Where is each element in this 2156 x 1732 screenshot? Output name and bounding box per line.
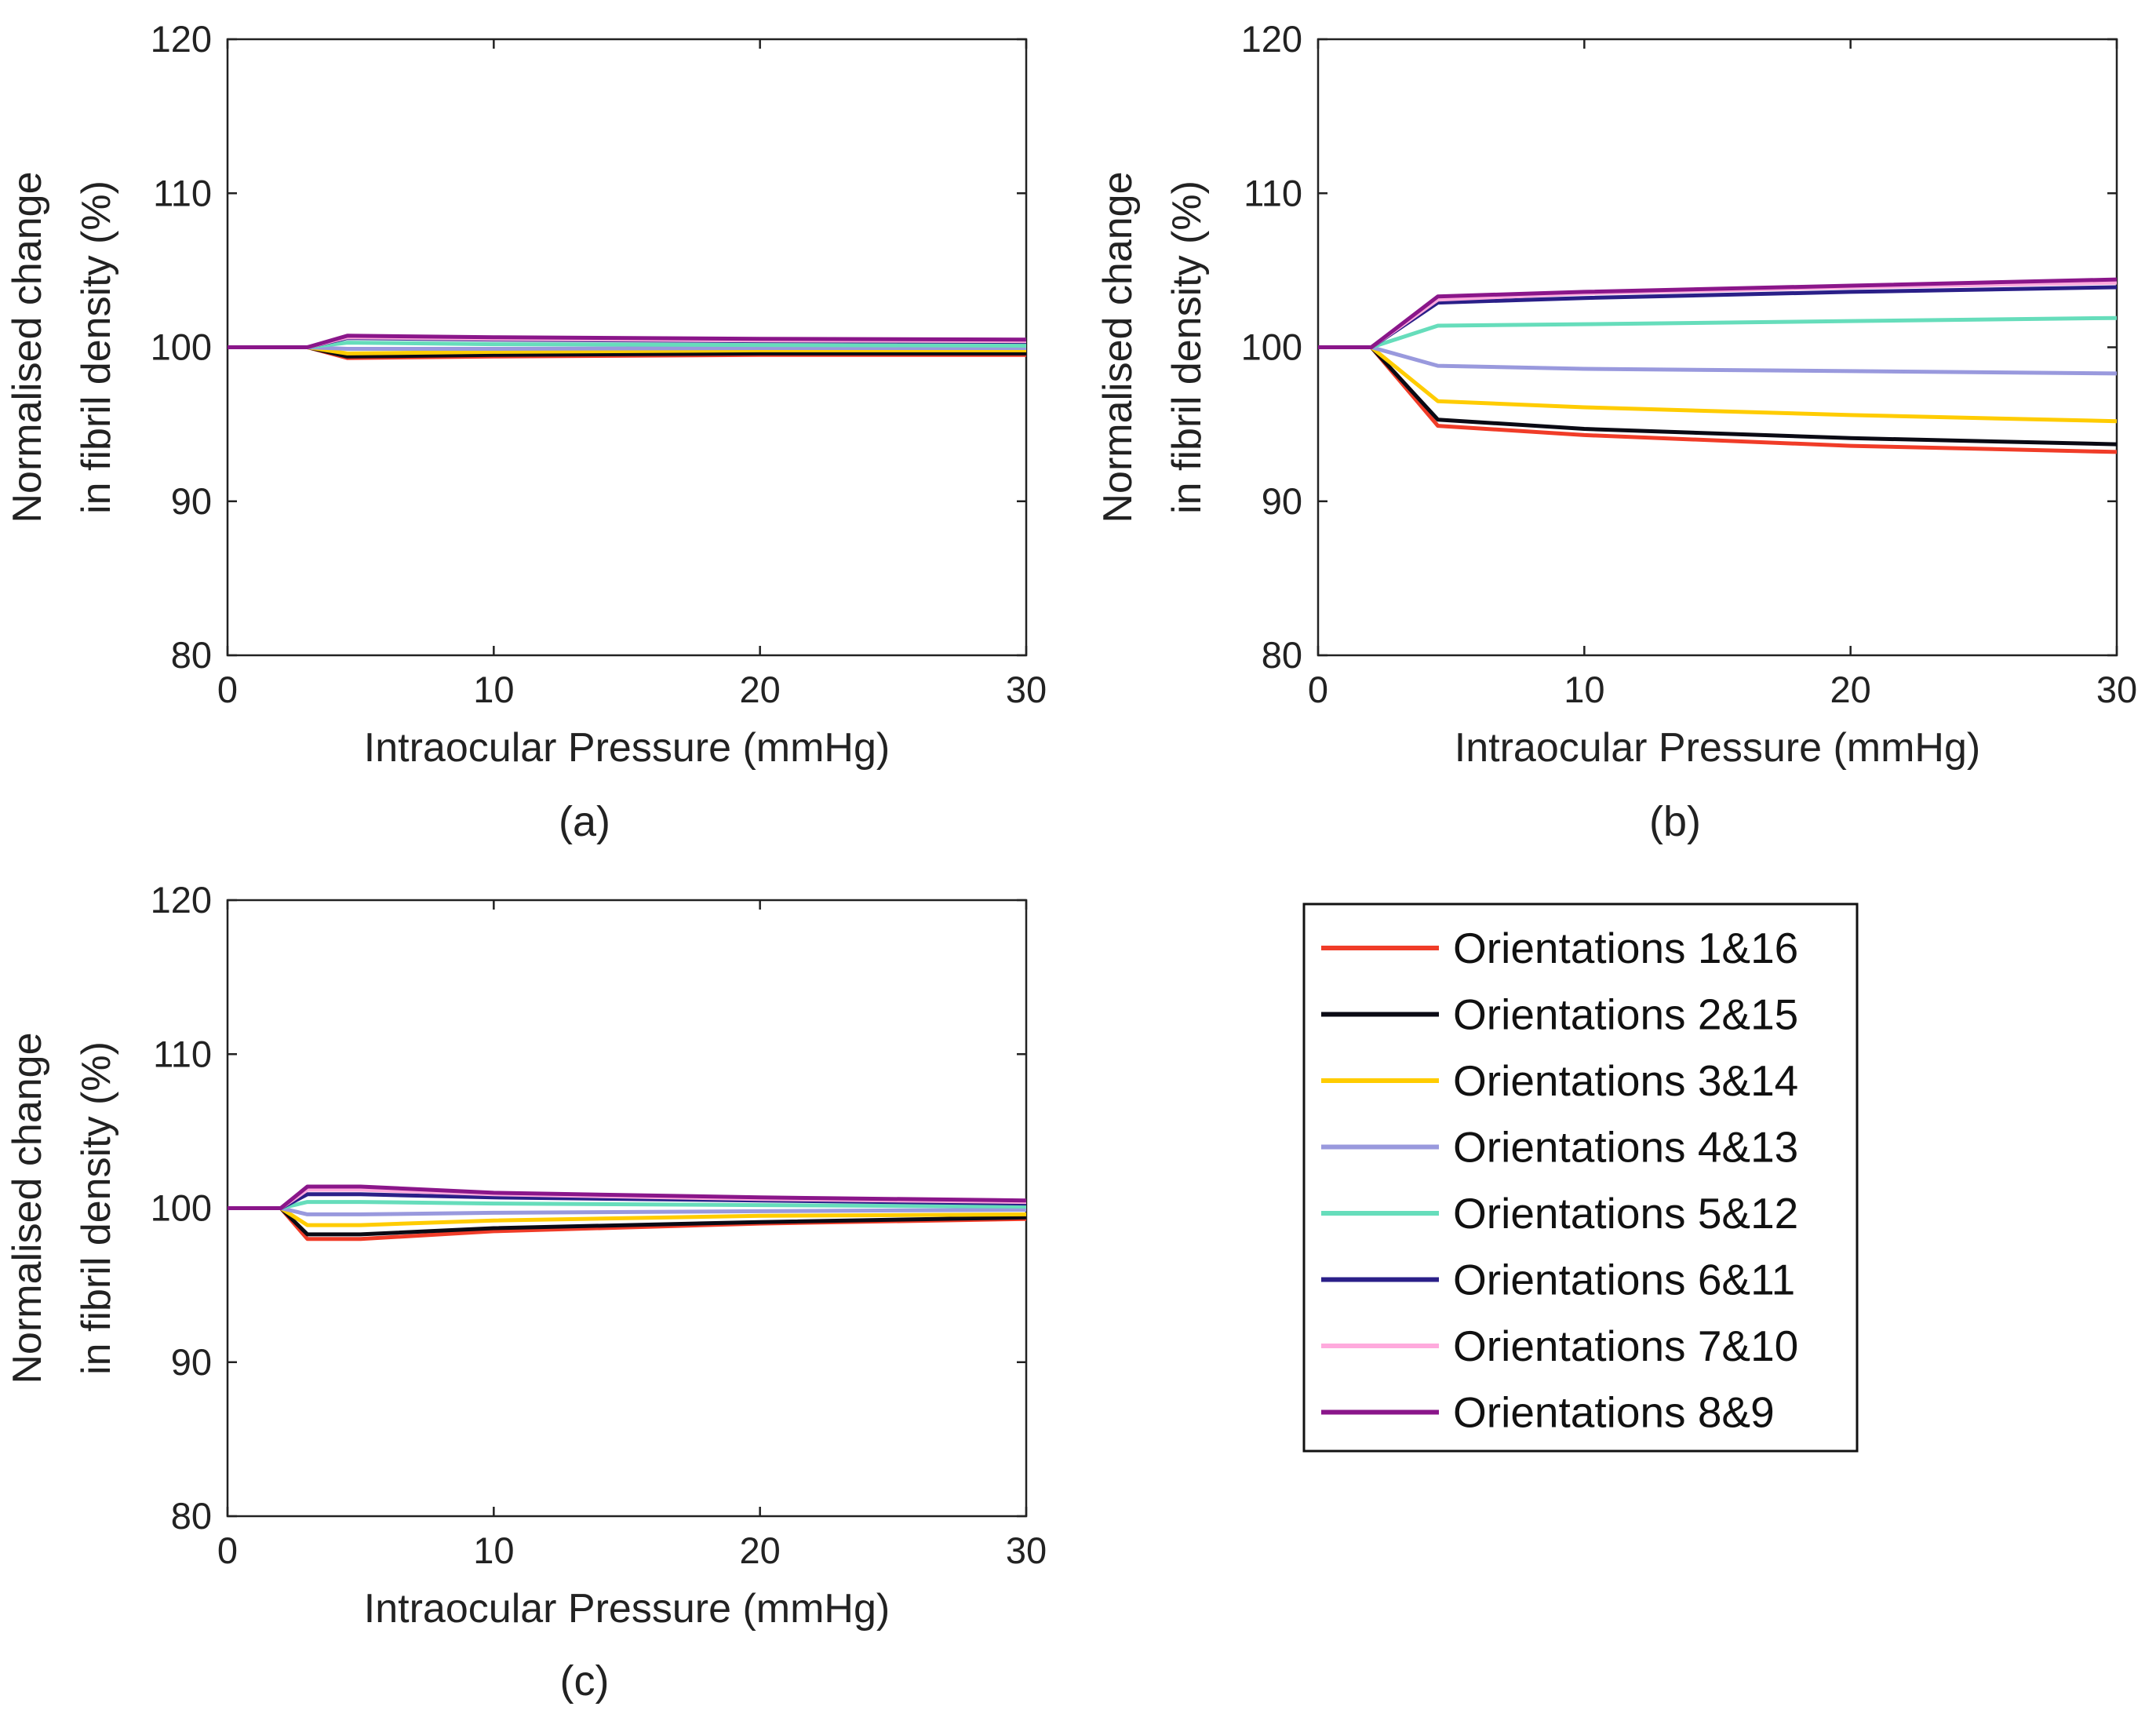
legend-label: Orientations 3&14: [1453, 1056, 1798, 1105]
y-axis-label-line: in fibril density (%): [1164, 180, 1210, 514]
x-tick-label: 30: [2096, 669, 2137, 710]
y-tick-label: 90: [171, 1341, 212, 1383]
x-tick-label: 0: [217, 669, 238, 710]
y-tick-label: 90: [1262, 480, 1302, 522]
series-line: [228, 1184, 1027, 1210]
y-axis-label-line: in fibril density (%): [74, 1041, 119, 1375]
legend-label: Orientations 6&11: [1453, 1256, 1795, 1304]
legend-box: [1302, 902, 1859, 1453]
chart-panel-b: 0 10 20 30 80 90 100 110 120 Intraocular Pressure…: [1095, 18, 2137, 845]
y-tick-label: 110: [153, 172, 212, 213]
chart-panel-c: 0 10 20 30 80 90 100 110 120 Intraocular Pressure…: [5, 879, 1047, 1705]
legend-label: Orientations 8&9: [1453, 1388, 1775, 1437]
x-axis-label: Intraocular Pressure (mmHg): [364, 1586, 890, 1632]
legend-label: Orientations 7&10: [1453, 1322, 1798, 1370]
panel-caption: (b): [1649, 798, 1701, 845]
y-tick-label: 100: [1241, 326, 1302, 368]
plot-area: [1317, 38, 2118, 657]
x-tick-label: 20: [740, 669, 781, 710]
series-line: [1318, 277, 2118, 349]
y-axis-label-line: Normalised change: [5, 1032, 50, 1384]
y-axis-label: Normalised change in fibril density (%): [1095, 171, 1210, 523]
y-tick-label: 110: [1244, 172, 1302, 213]
legend-label: Orientations 1&16: [1453, 924, 1798, 972]
x-axis-label: Intraocular Pressure (mmHg): [1455, 725, 1980, 771]
y-tick-label: 80: [1262, 634, 1302, 676]
legend: Orientations 1&16 Orientations 2&15 Orient…: [1302, 902, 1859, 1453]
y-axis-label: Normalised change in fibril density (%): [5, 1032, 119, 1384]
x-tick-label: 10: [473, 669, 514, 710]
y-tick-label: 100: [151, 1187, 212, 1229]
chart-panel-a: 0 10 20 30 80 90 100 110 120 Intraocular Pressure…: [5, 18, 1047, 845]
x-tick-label: 0: [1308, 669, 1328, 710]
x-tick-label: 30: [1006, 669, 1047, 710]
y-tick-label: 80: [171, 634, 212, 676]
series-line: [228, 345, 1026, 351]
x-tick-label: 10: [1564, 669, 1604, 710]
legend-label: Orientations 5&12: [1453, 1189, 1798, 1238]
y-tick-label: 110: [153, 1033, 212, 1074]
y-tick-label: 120: [151, 879, 212, 921]
x-tick-label: 30: [1006, 1530, 1047, 1571]
y-axis-label: Normalised change in fibril density (%): [5, 171, 119, 523]
x-tick-label: 20: [1830, 669, 1871, 710]
series-line: [228, 334, 1027, 349]
x-tick-label: 10: [473, 1530, 514, 1571]
y-tick-label: 120: [1241, 18, 1302, 60]
y-tick-label: 120: [151, 18, 212, 60]
y-axis-label-line: in fibril density (%): [74, 180, 119, 514]
x-axis-label: Intraocular Pressure (mmHg): [364, 725, 890, 771]
x-tick-label: 0: [217, 1530, 238, 1571]
x-tick-label: 20: [740, 1530, 781, 1571]
panel-caption: (c): [560, 1657, 610, 1705]
legend-label: Orientations 2&15: [1453, 990, 1798, 1039]
y-tick-label: 80: [171, 1495, 212, 1537]
y-axis-label-line: Normalised change: [5, 171, 50, 523]
panel-caption: (a): [559, 798, 610, 845]
plot-area: [226, 899, 1028, 1518]
y-tick-label: 90: [171, 480, 212, 522]
legend-label: Orientations 4&13: [1453, 1123, 1798, 1172]
y-axis-label-line: Normalised change: [1095, 171, 1141, 523]
y-tick-label: 100: [151, 326, 212, 368]
